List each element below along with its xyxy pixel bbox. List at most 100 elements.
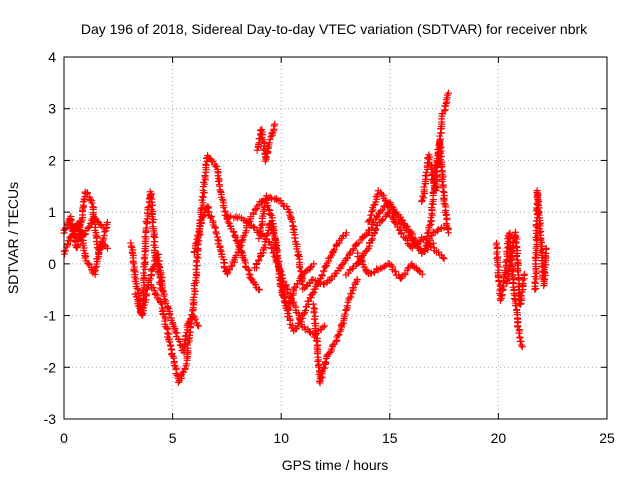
series-arc10 xyxy=(255,192,318,314)
data-point xyxy=(220,204,228,212)
data-point xyxy=(224,218,232,226)
data-point xyxy=(397,216,405,224)
data-point xyxy=(542,244,550,252)
data-point xyxy=(265,139,273,147)
data-point xyxy=(198,193,206,201)
data-point xyxy=(533,193,541,201)
data-point xyxy=(338,260,346,268)
data-point xyxy=(103,218,111,226)
y-tick-label: -3 xyxy=(44,411,57,427)
data-point xyxy=(408,242,416,250)
data-point xyxy=(274,262,282,270)
data-point xyxy=(431,182,439,190)
data-point xyxy=(267,133,275,141)
data-point xyxy=(367,236,375,244)
data-point xyxy=(321,263,329,271)
data-point xyxy=(180,340,188,348)
data-point xyxy=(305,328,313,336)
data-point xyxy=(344,269,352,277)
data-point xyxy=(330,247,338,255)
data-point xyxy=(139,310,147,318)
data-point xyxy=(415,267,423,275)
data-point xyxy=(262,153,270,161)
data-point xyxy=(255,256,263,264)
data-point xyxy=(418,270,426,278)
data-point xyxy=(195,322,203,330)
data-point xyxy=(278,288,286,296)
data-point xyxy=(341,310,349,318)
data-point xyxy=(302,306,310,314)
data-point xyxy=(326,276,334,284)
data-point xyxy=(318,271,326,279)
data-point xyxy=(283,203,291,211)
data-point xyxy=(428,217,436,225)
data-point xyxy=(91,264,99,272)
data-point xyxy=(310,309,318,317)
data-point xyxy=(156,274,164,282)
data-point xyxy=(99,224,107,232)
data-point xyxy=(309,300,317,308)
data-point xyxy=(257,126,265,134)
data-point xyxy=(518,343,526,351)
x-tick-label: 0 xyxy=(60,430,68,446)
data-point xyxy=(282,284,290,292)
data-point xyxy=(440,199,448,207)
data-point xyxy=(380,263,388,271)
data-point xyxy=(366,215,374,223)
data-point xyxy=(343,254,351,262)
data-point xyxy=(133,284,141,292)
data-point xyxy=(440,255,448,263)
chart-title: Day 196 of 2018, Sidereal Day-to-day VTE… xyxy=(81,21,588,37)
data-point xyxy=(141,258,149,266)
data-point xyxy=(309,290,317,298)
data-point xyxy=(276,270,284,278)
data-point xyxy=(284,303,292,311)
x-tick-label: 10 xyxy=(273,430,289,446)
series-arc16 xyxy=(364,187,437,257)
data-point xyxy=(369,220,377,228)
data-point xyxy=(250,279,258,287)
data-point xyxy=(154,269,162,277)
data-point xyxy=(330,245,338,253)
data-point xyxy=(391,267,399,275)
data-point xyxy=(310,260,318,268)
data-point xyxy=(251,281,259,289)
series-arc5 xyxy=(131,188,166,319)
data-point xyxy=(338,320,346,328)
data-point xyxy=(531,273,539,281)
data-point xyxy=(230,228,238,236)
x-axis-label: GPS time / hours xyxy=(282,457,389,473)
data-point xyxy=(420,183,428,191)
data-point xyxy=(515,329,523,337)
data-point xyxy=(190,248,198,256)
data-point xyxy=(271,242,279,250)
data-point xyxy=(264,202,272,210)
data-point xyxy=(241,216,249,224)
data-point xyxy=(444,89,452,97)
data-point xyxy=(231,232,239,240)
data-point xyxy=(439,254,447,262)
data-point xyxy=(211,224,219,232)
data-point xyxy=(103,244,111,252)
data-point xyxy=(428,204,436,212)
data-point xyxy=(319,267,327,275)
data-point xyxy=(348,289,356,297)
y-tick-label: 0 xyxy=(48,256,56,272)
data-point xyxy=(294,251,302,259)
data-point xyxy=(201,209,209,217)
data-point xyxy=(255,235,263,243)
data-point xyxy=(96,220,104,228)
data-point xyxy=(439,187,447,195)
data-point xyxy=(372,225,380,233)
data-point xyxy=(193,235,201,243)
data-point xyxy=(255,286,263,294)
data-point xyxy=(129,258,137,266)
data-point xyxy=(139,286,147,294)
data-point xyxy=(166,311,174,319)
series-arc15 xyxy=(354,249,426,282)
data-point xyxy=(62,247,70,255)
data-point xyxy=(250,223,258,231)
data-point xyxy=(157,298,165,306)
data-point xyxy=(201,172,209,180)
y-axis-label: SDTVAR / TECUs xyxy=(5,182,21,294)
